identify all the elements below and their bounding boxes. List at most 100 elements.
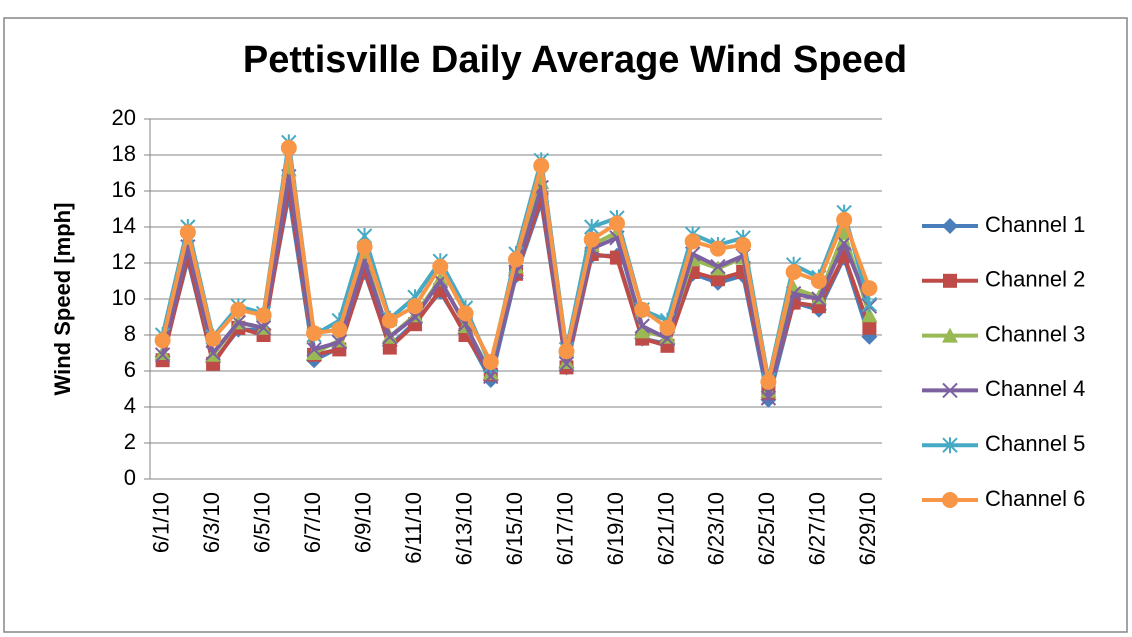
marker (608, 215, 625, 232)
marker (255, 307, 272, 324)
marker (382, 340, 397, 355)
marker (785, 264, 802, 280)
y-tick-label: 20 (112, 105, 136, 130)
series (154, 168, 878, 406)
marker (811, 291, 827, 307)
legend-marker (942, 382, 958, 399)
marker (382, 329, 398, 345)
x-tick-label: 6/29/10 (855, 492, 880, 565)
marker (634, 318, 650, 334)
y-tick-label: 18 (112, 141, 136, 166)
marker (710, 258, 726, 275)
marker (154, 347, 171, 363)
marker (483, 368, 499, 385)
series (154, 139, 878, 390)
legend-symbol (942, 492, 958, 508)
y-tick-label: 10 (112, 285, 136, 310)
marker (457, 305, 474, 322)
legend-symbol (943, 273, 957, 288)
marker (684, 233, 701, 250)
y-tick-label: 16 (112, 177, 136, 202)
marker (482, 354, 499, 370)
x-tick-label: 6/19/10 (603, 492, 628, 565)
marker (558, 356, 575, 372)
legend-label: Channel 4 (985, 376, 1085, 401)
marker (306, 341, 322, 358)
marker (836, 211, 853, 228)
x-tick-label: 6/9/10 (350, 492, 375, 553)
x-tick-label: 6/21/10 (653, 492, 678, 565)
y-tick-label: 12 (112, 249, 136, 274)
x-tick-label: 6/23/10 (704, 492, 729, 565)
marker (381, 312, 398, 329)
legend-marker (942, 437, 958, 454)
legend-label: Channel 5 (985, 431, 1085, 456)
legend-symbol (942, 327, 958, 343)
legend-marker (942, 218, 958, 234)
marker (760, 373, 777, 390)
marker (735, 237, 752, 253)
marker (280, 139, 297, 156)
legend-marker (943, 273, 957, 288)
marker (836, 235, 852, 251)
legend-marker (942, 327, 958, 343)
y-tick-label: 4 (124, 393, 136, 418)
legend-label: Channel 3 (985, 321, 1085, 346)
marker (760, 390, 777, 406)
y-tick-label: 8 (124, 321, 136, 346)
marker (205, 345, 221, 361)
x-tick-label: 6/13/10 (451, 492, 476, 565)
marker (356, 238, 373, 255)
x-tick-label: 6/17/10 (552, 492, 577, 565)
y-axis-title: Wind Speed [mph] (50, 203, 75, 396)
marker (861, 307, 878, 323)
y-tick-label: 14 (112, 213, 136, 238)
marker (407, 298, 424, 315)
marker (306, 345, 323, 360)
y-tick-label: 2 (124, 429, 136, 454)
legend-label: Channel 6 (985, 486, 1085, 511)
marker (583, 231, 600, 248)
marker (861, 296, 878, 313)
marker (634, 301, 651, 318)
marker (861, 280, 878, 297)
x-tick-label: 6/5/10 (249, 492, 274, 553)
x-tick-label: 6/3/10 (199, 492, 224, 553)
legend-symbol (942, 437, 958, 454)
x-tick-label: 6/25/10 (754, 492, 779, 565)
marker (810, 273, 827, 289)
marker (558, 343, 575, 360)
y-tick-label: 0 (124, 465, 136, 490)
marker (709, 240, 726, 257)
x-tick-label: 6/15/10 (502, 492, 527, 565)
marker (230, 301, 247, 318)
marker (862, 320, 877, 335)
marker (659, 319, 676, 336)
legend-symbol (942, 218, 958, 234)
legend-label: Channel 1 (985, 212, 1085, 237)
marker (205, 330, 222, 347)
marker (255, 320, 272, 336)
marker (710, 272, 725, 287)
marker (179, 224, 196, 241)
marker (306, 325, 323, 342)
x-tick-label: 6/7/10 (300, 492, 325, 553)
marker (331, 334, 348, 350)
marker (432, 271, 449, 287)
marker (634, 323, 651, 339)
legend-symbol (942, 382, 958, 399)
x-tick-label: 6/11/10 (401, 492, 426, 564)
x-tick-label: 6/1/10 (148, 492, 173, 553)
marker (533, 157, 550, 174)
x-tick-label: 6/27/10 (805, 492, 830, 565)
chart-title: Pettisville Daily Average Wind Speed (243, 39, 907, 81)
marker (331, 321, 348, 338)
marker (508, 251, 524, 268)
marker (432, 258, 449, 275)
legend-label: Channel 2 (985, 267, 1085, 292)
legend-marker (942, 492, 958, 508)
marker (154, 332, 171, 349)
y-tick-label: 6 (124, 357, 136, 382)
chart-border (3, 17, 1128, 633)
